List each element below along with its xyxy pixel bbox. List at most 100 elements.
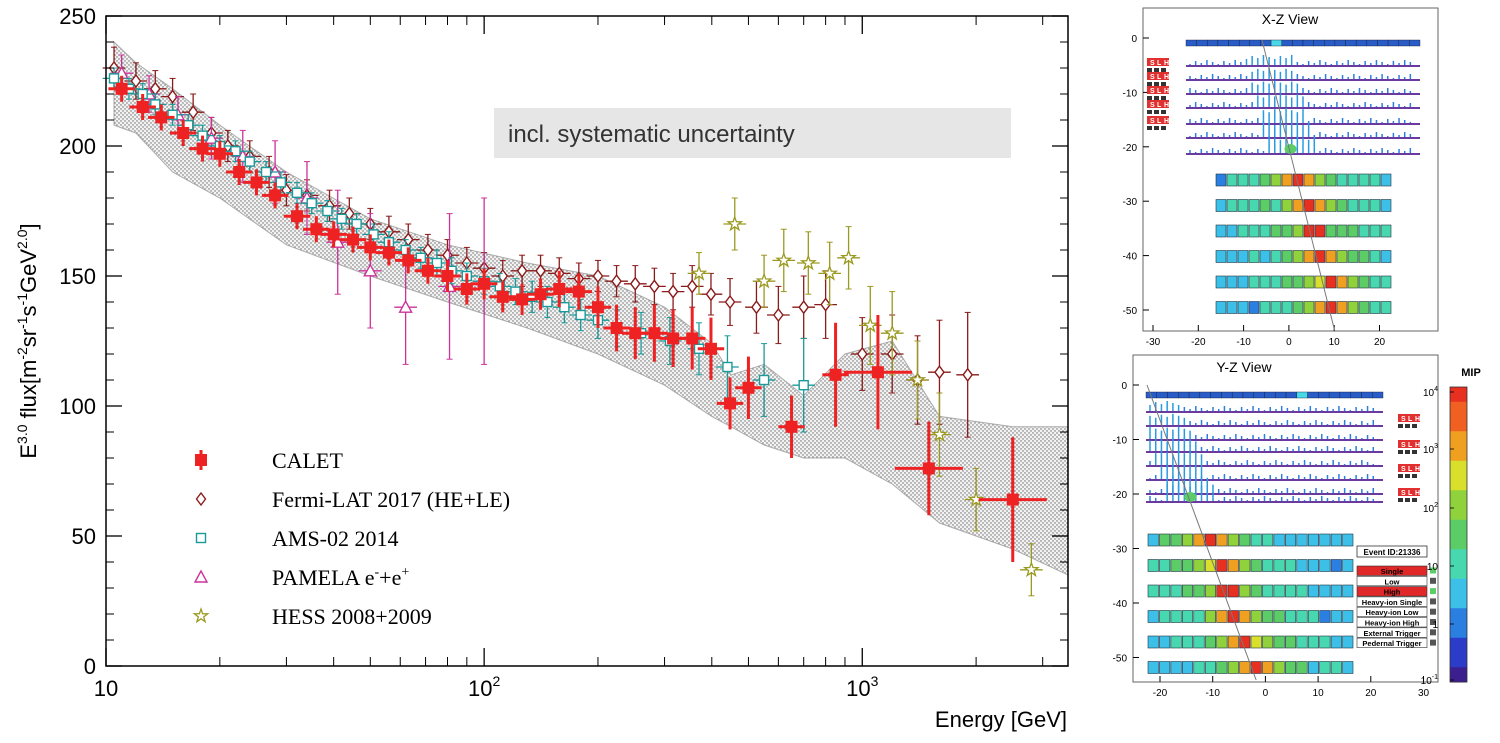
xz-view-title: X-Z View bbox=[1262, 11, 1319, 27]
data-point bbox=[1020, 543, 1043, 597]
slh-led bbox=[1161, 126, 1166, 130]
marker-open-square bbox=[195, 532, 207, 544]
tasc-crystal bbox=[1319, 661, 1331, 674]
imc-hits bbox=[1149, 426, 1375, 439]
imc-hits bbox=[1189, 108, 1412, 123]
tasc-crystal bbox=[1330, 533, 1342, 547]
x-axis-label: Energy [GeV] bbox=[935, 707, 1067, 732]
tasc-crystal bbox=[1227, 584, 1239, 598]
data-point bbox=[489, 281, 516, 313]
data-point bbox=[414, 257, 442, 284]
data-point bbox=[584, 286, 612, 328]
legend-entry: CALET bbox=[195, 448, 343, 473]
marker-diamond bbox=[856, 346, 868, 362]
marker-square bbox=[496, 290, 509, 303]
marker-diamond bbox=[934, 365, 945, 380]
legend-entry: Fermi-LAT 2017 (HE+LE) bbox=[195, 487, 510, 512]
tasc-layer bbox=[1215, 301, 1392, 314]
y-tick-label: 200 bbox=[59, 134, 96, 159]
tasc-crystal bbox=[1259, 250, 1271, 263]
tick-label: -10 bbox=[1113, 436, 1128, 447]
tasc-crystal bbox=[1248, 250, 1260, 263]
tasc-crystal bbox=[1325, 250, 1337, 263]
tasc-crystal bbox=[1273, 533, 1285, 547]
marker-square bbox=[327, 228, 340, 241]
y-tick-label: 100 bbox=[59, 394, 96, 419]
tasc-crystal bbox=[1159, 610, 1171, 623]
colorbar-seg bbox=[1450, 541, 1467, 550]
data-point bbox=[527, 278, 554, 310]
colorbar-seg bbox=[1450, 453, 1467, 462]
marker-square bbox=[478, 277, 491, 290]
tasc-crystal bbox=[1159, 661, 1171, 674]
hodo-seg bbox=[1296, 391, 1308, 399]
tasc-crystal bbox=[1204, 533, 1216, 547]
hodo-seg bbox=[1217, 39, 1229, 47]
hodo-seg bbox=[1264, 391, 1276, 399]
data-point bbox=[546, 270, 573, 308]
tasc-crystal bbox=[1319, 584, 1331, 598]
tasc-crystal bbox=[1147, 559, 1159, 572]
hodo-seg bbox=[1285, 391, 1298, 399]
tasc-crystal bbox=[1358, 199, 1370, 212]
tasc-crystal bbox=[1215, 301, 1227, 314]
trigger-row bbox=[1356, 617, 1428, 628]
tasc-layer bbox=[1147, 584, 1354, 598]
data-point bbox=[718, 278, 742, 326]
legend: CALET Fermi-LAT 2017 (HE+LE) AMS-02 2014 PA… bbox=[192, 448, 510, 629]
tasc-crystal bbox=[1342, 635, 1354, 649]
marker-star bbox=[967, 490, 985, 507]
tasc-crystal bbox=[1314, 250, 1326, 263]
marker-square bbox=[742, 381, 755, 394]
hodo-seg bbox=[1281, 39, 1293, 47]
data-point bbox=[434, 260, 461, 292]
tasc-layer bbox=[1147, 533, 1354, 547]
hodo-seg bbox=[1275, 391, 1287, 399]
slh-bg bbox=[1147, 100, 1169, 108]
data-point bbox=[767, 285, 790, 345]
data-point bbox=[623, 265, 647, 303]
colorbar-tick-label: 10 bbox=[1427, 562, 1439, 573]
marker-square bbox=[516, 293, 529, 306]
slh-led bbox=[1147, 68, 1152, 72]
slh-letter: S bbox=[1401, 466, 1406, 473]
hodo-seg bbox=[1292, 39, 1304, 47]
legend-entry: AMS-02 2014 bbox=[195, 526, 399, 551]
data-point bbox=[792, 275, 816, 339]
marker-diamond bbox=[705, 287, 717, 302]
tasc-crystal bbox=[1250, 635, 1262, 649]
tasc-crystal bbox=[1358, 224, 1370, 238]
tick-label: -50 bbox=[1123, 306, 1138, 317]
marker-square bbox=[572, 285, 585, 298]
marker-square bbox=[724, 397, 737, 410]
series-calet bbox=[108, 75, 1047, 562]
slh-letter: L bbox=[1157, 88, 1162, 95]
tasc-crystal bbox=[1216, 559, 1228, 572]
tasc-crystal bbox=[1380, 199, 1392, 212]
trigger-label: High bbox=[1384, 588, 1401, 597]
tasc-crystal bbox=[1336, 199, 1348, 212]
slh-led bbox=[1147, 110, 1152, 114]
tasc-crystal bbox=[1314, 173, 1326, 187]
marker-triangle bbox=[398, 299, 413, 313]
slh-led bbox=[1398, 474, 1403, 478]
hodo-seg bbox=[1318, 391, 1330, 399]
marker-square bbox=[347, 233, 360, 246]
slh-letter: H bbox=[1415, 490, 1420, 497]
trigger-label: Heavy-ion High bbox=[1365, 619, 1420, 628]
tasc-crystal bbox=[1325, 173, 1337, 187]
tasc-crystal bbox=[1182, 610, 1194, 623]
marker-open-square bbox=[431, 257, 443, 269]
tasc-crystal bbox=[1147, 533, 1159, 547]
marker-square bbox=[871, 366, 884, 379]
data-point bbox=[680, 265, 704, 308]
tasc-crystal bbox=[1182, 584, 1194, 598]
data-point bbox=[169, 120, 197, 146]
tasc-crystal bbox=[1330, 584, 1342, 598]
tasc-crystal bbox=[1303, 275, 1315, 289]
event-id: Event ID:21336 bbox=[1364, 548, 1421, 557]
tasc-crystal bbox=[1216, 635, 1228, 649]
tick-label: 0 bbox=[1263, 688, 1269, 699]
